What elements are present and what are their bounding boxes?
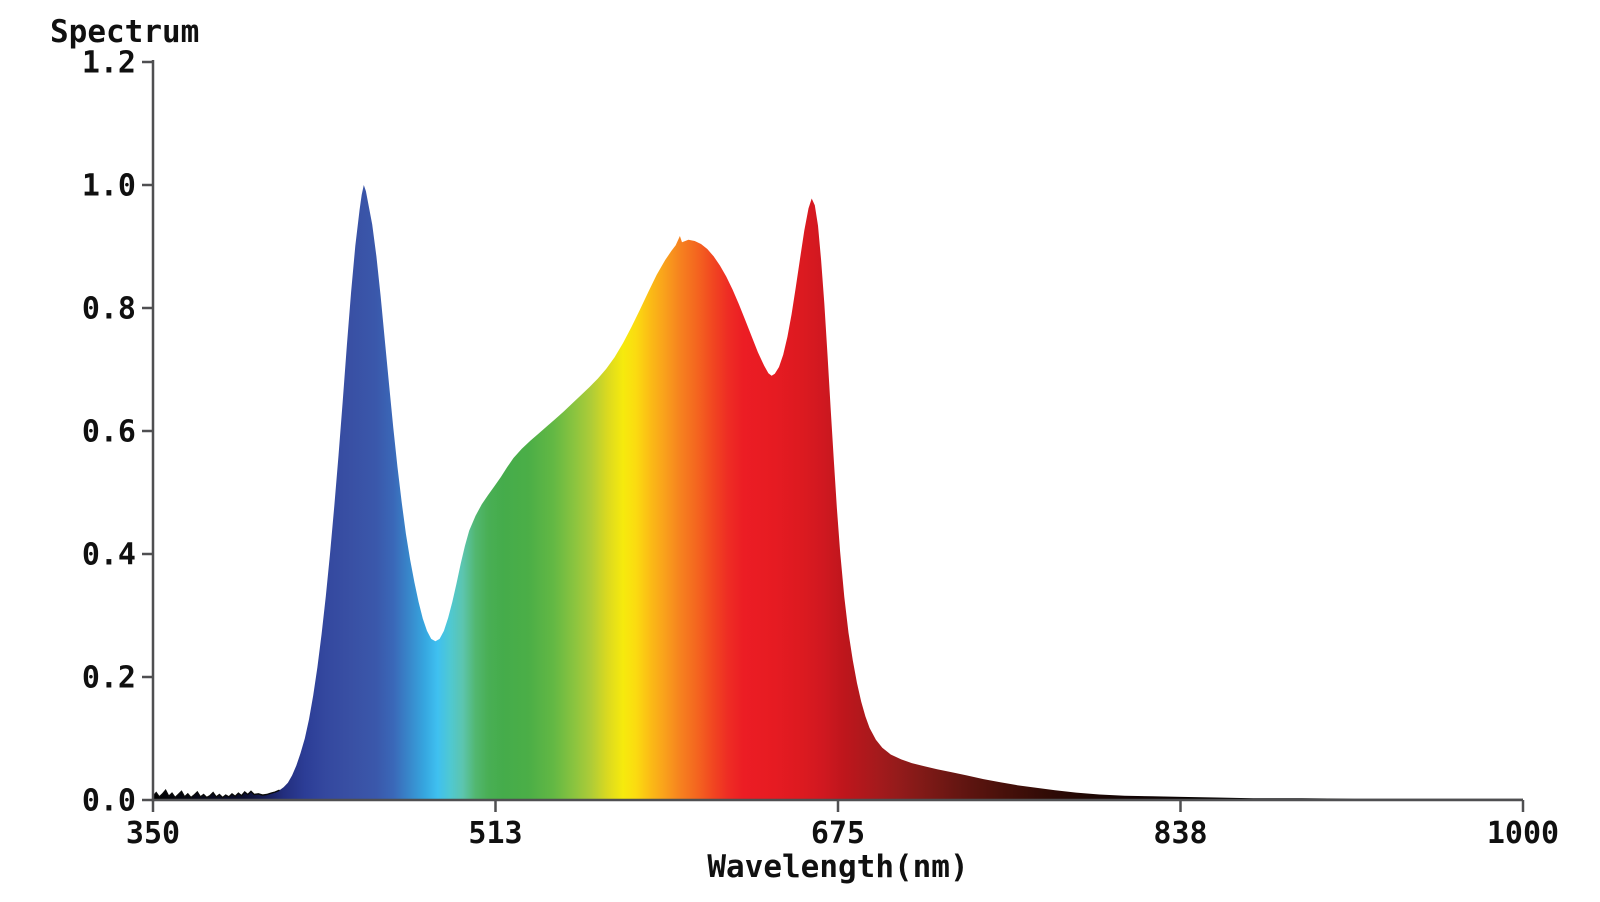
chart-title: Spectrum [50, 14, 199, 50]
y-tick-label: 0.2 [82, 661, 136, 696]
y-tick-label: 0.8 [82, 292, 136, 327]
x-axis-ticks: 350 513 675 838 1000 [126, 800, 1559, 851]
spectrum-curve [153, 185, 1523, 800]
x-tick-label: 675 [811, 816, 865, 851]
y-tick-label: 1.0 [82, 169, 136, 204]
y-tick-label: 0.0 [82, 784, 136, 819]
y-axis-ticks: 0.0 0.2 0.4 0.6 0.8 1.0 1.2 [82, 46, 153, 819]
y-tick-label: 0.4 [82, 538, 136, 573]
x-tick-label: 350 [126, 816, 180, 851]
y-tick-label: 0.6 [82, 415, 136, 450]
x-tick-label: 1000 [1487, 816, 1559, 851]
y-tick-label: 1.2 [82, 46, 136, 81]
x-axis-title: Wavelength(nm) [707, 849, 968, 885]
x-tick-label: 838 [1153, 816, 1207, 851]
x-tick-label: 513 [468, 816, 522, 851]
noise-trace [152, 788, 280, 799]
